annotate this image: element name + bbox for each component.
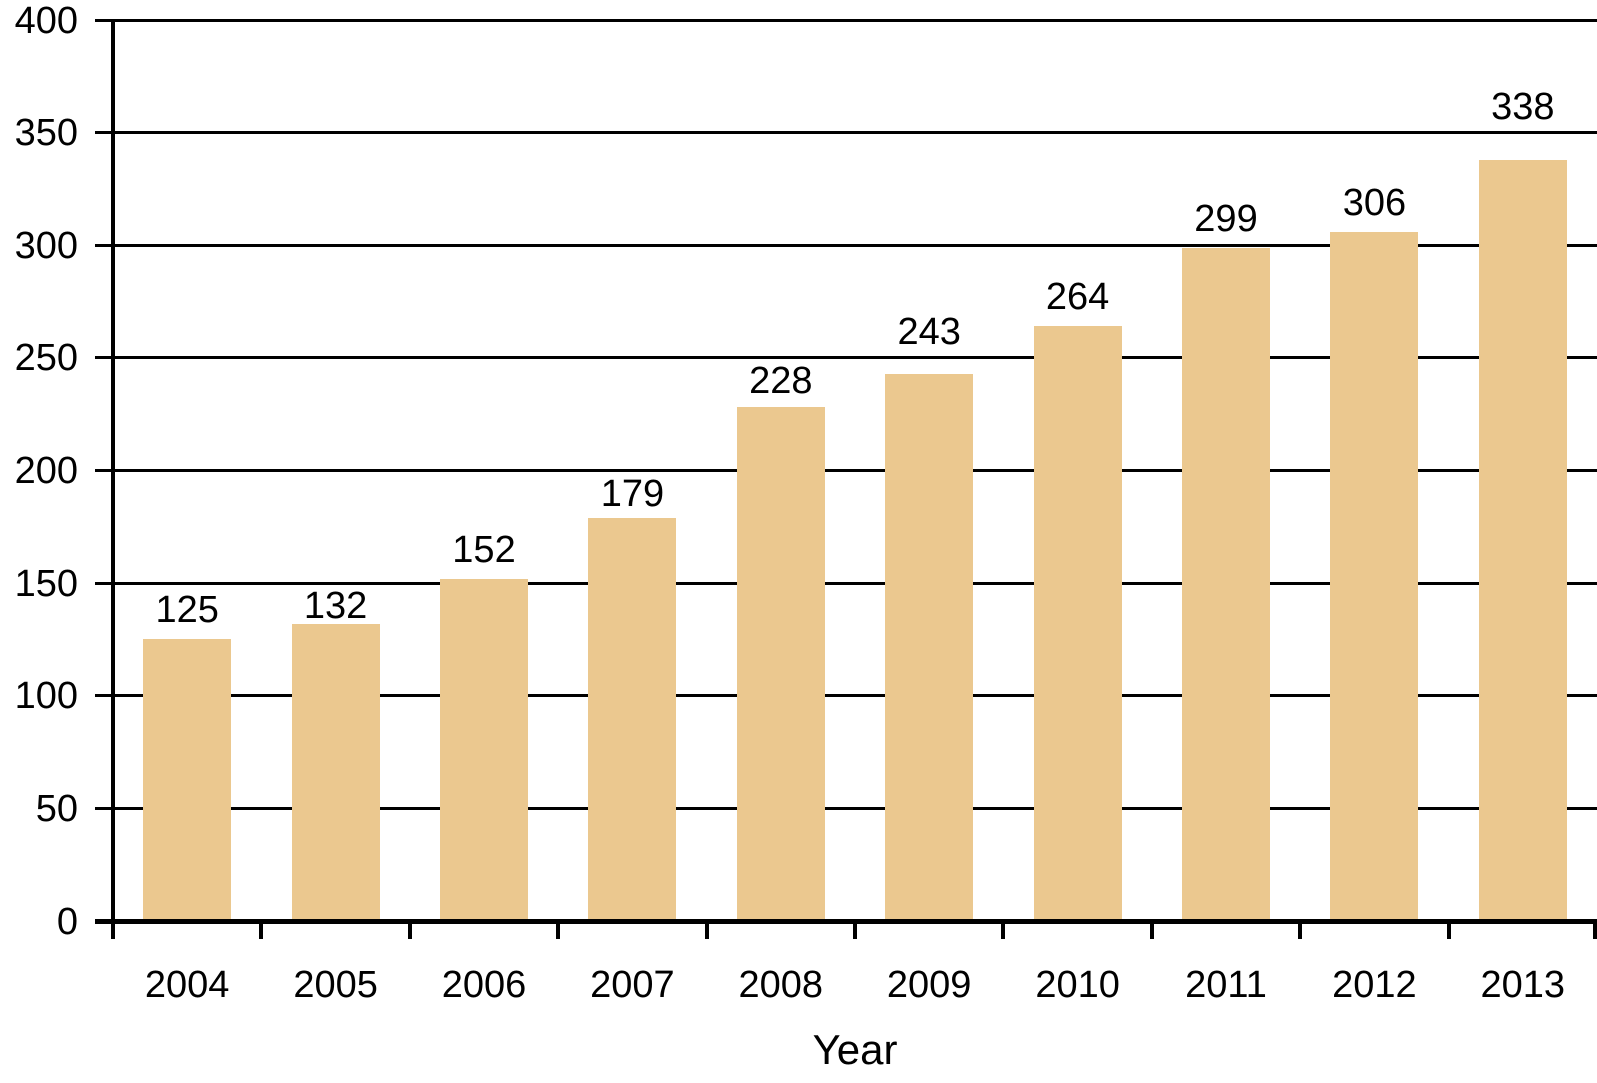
bar-2013: [1478, 159, 1567, 921]
y-axis-tick-label: 300: [14, 224, 78, 267]
x-axis-tick: [1593, 921, 1597, 939]
bar-value-label: 243: [897, 310, 961, 353]
bar-value-label: 338: [1491, 85, 1555, 128]
x-axis-tick: [1149, 921, 1154, 939]
y-axis-tick-label: 0: [56, 900, 78, 943]
bar-value-label: 179: [600, 472, 665, 515]
x-axis-tick-label: 2012: [1332, 964, 1417, 1006]
bar-value-label: 152: [452, 528, 516, 571]
bar-2008: [736, 407, 825, 921]
x-axis-tick-label: 2009: [886, 964, 972, 1006]
bar-value-label: 132: [303, 585, 368, 628]
y-gridline: [95, 131, 1597, 135]
bar-2007: [588, 517, 677, 921]
y-axis-tick-label: 50: [35, 787, 78, 830]
bar-2006: [440, 578, 528, 921]
y-axis-tick-label: 350: [14, 112, 78, 155]
bar-value-label: 228: [749, 359, 813, 402]
bar-2012: [1330, 231, 1419, 921]
x-axis-line: [95, 919, 1597, 924]
bar-value-label: 125: [155, 589, 219, 632]
x-axis-tick: [1001, 921, 1006, 939]
y-axis-tick-label: 200: [14, 450, 78, 492]
y-gridline: [95, 356, 1597, 360]
x-axis-tick: [1298, 921, 1303, 939]
x-axis-title: Year: [812, 1026, 898, 1073]
x-axis-tick: [407, 921, 412, 939]
bar-2010: [1033, 326, 1122, 921]
x-axis-tick: [556, 921, 561, 939]
y-axis-tick-label: 100: [14, 675, 78, 718]
x-axis-tick-label: 2006: [441, 964, 527, 1006]
bar-2009: [885, 373, 974, 921]
y-axis-line: [111, 20, 115, 939]
x-axis-tick-label: 2005: [293, 964, 378, 1006]
bar-value-label: 299: [1194, 197, 1258, 240]
bar-value-label: 306: [1342, 181, 1407, 224]
x-axis-tick: [1446, 921, 1451, 939]
bar-2004: [143, 639, 232, 921]
y-axis-tick-label: 150: [14, 562, 78, 605]
x-axis-tick: [853, 921, 857, 939]
x-axis-tick-label: 2011: [1185, 964, 1267, 1006]
y-gridline: [95, 243, 1597, 247]
x-axis-tick-label: 2008: [738, 964, 824, 1006]
x-axis-tick-label: 2007: [590, 964, 675, 1006]
x-axis-tick: [704, 921, 709, 939]
x-axis-tick-label: 2013: [1480, 964, 1566, 1006]
y-gridline: [95, 18, 1597, 22]
y-gridline: [95, 806, 1597, 810]
x-axis-tick-label: 2004: [144, 964, 230, 1006]
x-axis-tick: [259, 921, 264, 939]
y-gridline: [95, 581, 1597, 585]
y-gridline: [95, 694, 1597, 698]
bar-value-label: 264: [1045, 276, 1110, 319]
y-gridline: [95, 469, 1597, 472]
y-axis-tick-label: 400: [14, 0, 78, 42]
bar-2011: [1182, 247, 1270, 921]
y-axis-tick-label: 250: [14, 337, 78, 380]
x-axis-tick-label: 2010: [1035, 964, 1120, 1006]
bar-2005: [291, 623, 380, 921]
